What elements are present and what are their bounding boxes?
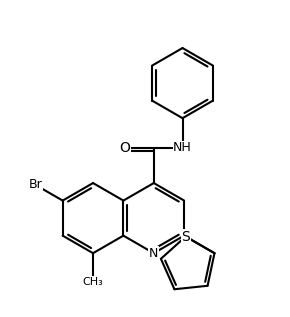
Text: O: O bbox=[119, 141, 130, 155]
Text: NH: NH bbox=[173, 141, 192, 154]
Text: N: N bbox=[149, 247, 158, 260]
Text: Br: Br bbox=[28, 178, 42, 191]
Text: CH₃: CH₃ bbox=[83, 277, 104, 287]
Text: S: S bbox=[181, 230, 190, 243]
